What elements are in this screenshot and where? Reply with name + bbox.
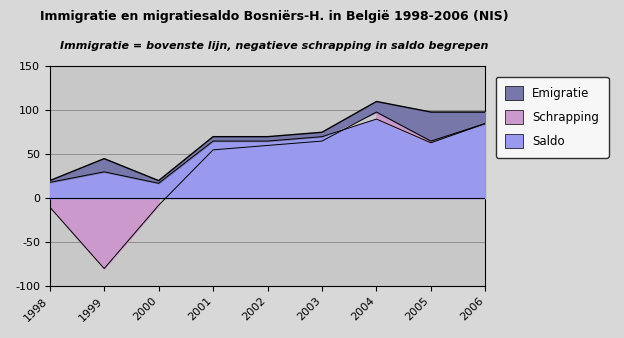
Legend: Emigratie, Schrapping, Saldo: Emigratie, Schrapping, Saldo xyxy=(495,77,608,158)
Text: Immigratie en migratiesaldo Bosniërs-H. in België 1998-2006 (NIS): Immigratie en migratiesaldo Bosniërs-H. … xyxy=(40,10,509,23)
Text: Immigratie = bovenste lijn, negatieve schrapping in saldo begrepen: Immigratie = bovenste lijn, negatieve sc… xyxy=(61,41,489,51)
